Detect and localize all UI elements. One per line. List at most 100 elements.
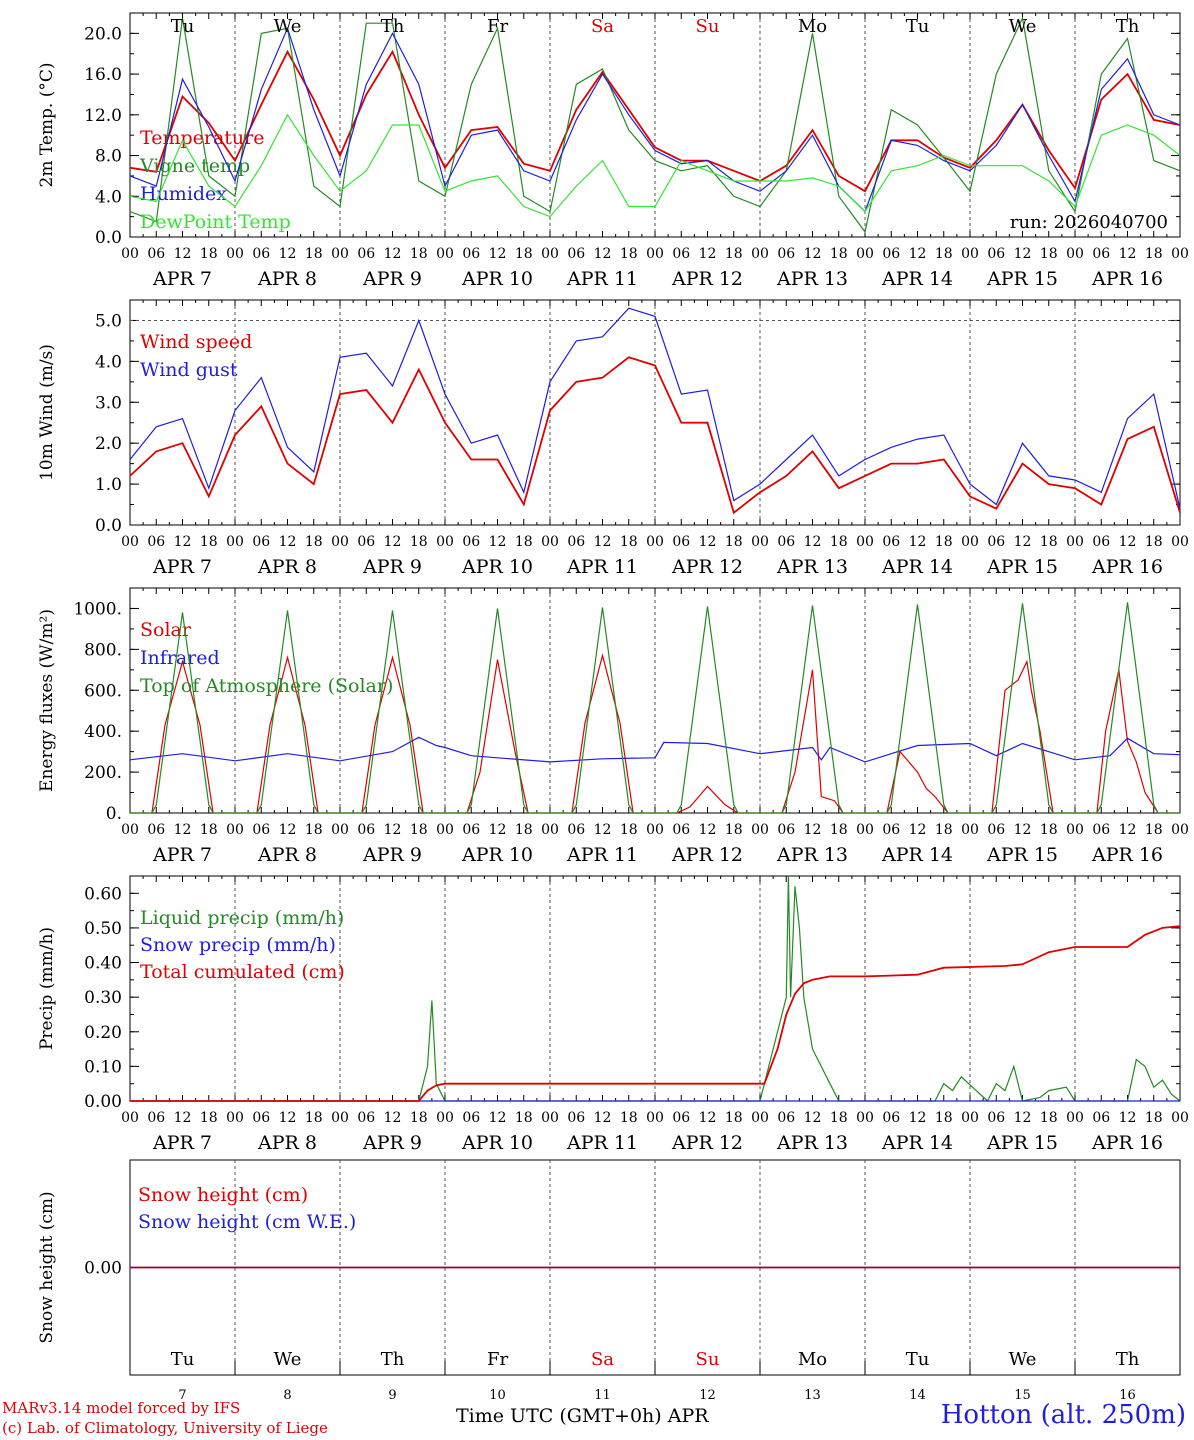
hour-tick-label: 12 [174, 534, 192, 550]
hour-tick-label: 00 [961, 246, 979, 262]
hour-tick-label: 06 [777, 822, 795, 838]
day-label: Th [381, 1349, 405, 1370]
date-label: APR 13 [776, 556, 848, 578]
date-label: APR 8 [257, 1132, 317, 1154]
hour-tick-label: 18 [305, 534, 323, 550]
legend-entry: Wind speed [140, 331, 252, 353]
day-label: Th [1116, 16, 1140, 37]
hour-tick-label: 00 [1171, 1110, 1189, 1126]
y-tick-label: 200. [84, 763, 122, 783]
hour-tick-label: 18 [620, 246, 638, 262]
model-credit: MARv3.14 model forced by IFS (c) Lab. of… [2, 1398, 328, 1438]
hour-tick-label: 18 [935, 246, 953, 262]
date-label: APR 13 [776, 1132, 848, 1154]
day-label: Tu [171, 1349, 195, 1370]
hour-tick-label: 06 [1092, 822, 1110, 838]
hour-tick-label: 12 [909, 822, 927, 838]
hour-tick-label: 12 [384, 534, 402, 550]
date-label: APR 9 [362, 1132, 422, 1154]
hour-tick-label: 00 [331, 534, 349, 550]
model-line-2: (c) Lab. of Climatology, University of L… [2, 1419, 328, 1437]
date-label: APR 11 [566, 1132, 638, 1154]
hour-tick-label: 12 [384, 1110, 402, 1126]
y-tick-label: 8.0 [95, 147, 122, 167]
date-label: APR 14 [881, 844, 953, 866]
day-label: Fr [487, 1349, 508, 1370]
day-number-label: 15 [1014, 1388, 1031, 1403]
hour-tick-label: 00 [646, 822, 664, 838]
date-label: APR 16 [1091, 1132, 1163, 1154]
date-label: APR 15 [986, 268, 1058, 290]
hour-tick-label: 18 [1145, 246, 1163, 262]
hour-tick-label: 06 [672, 246, 690, 262]
hour-tick-label: 18 [515, 534, 533, 550]
date-label: APR 11 [566, 844, 638, 866]
hour-tick-label: 06 [462, 534, 480, 550]
y-axis-label: 2m Temp. (°C) [37, 62, 57, 187]
y-tick-label: 16.0 [84, 65, 122, 85]
hour-tick-label: 00 [856, 246, 874, 262]
legend-entry: Humidex [140, 183, 227, 205]
hour-tick-label: 00 [121, 534, 139, 550]
hour-tick-label: 18 [830, 246, 848, 262]
y-tick-label: 0.20 [84, 1023, 122, 1043]
hour-tick-label: 18 [1040, 822, 1058, 838]
date-label: APR 15 [986, 1132, 1058, 1154]
day-label: Sa [591, 1349, 614, 1370]
date-label: APR 14 [881, 556, 953, 578]
day-number-label: 16 [1119, 1388, 1136, 1403]
hour-tick-label: 18 [200, 246, 218, 262]
hour-tick-label: 12 [1119, 246, 1137, 262]
hour-tick-label: 00 [121, 246, 139, 262]
hour-tick-label: 00 [856, 822, 874, 838]
hour-tick-label: 18 [935, 534, 953, 550]
series-line-vigne-temp [129, 16, 1181, 234]
hour-tick-label: 00 [436, 822, 454, 838]
date-label: APR 14 [881, 1132, 953, 1154]
hour-tick-label: 18 [620, 1110, 638, 1126]
hour-tick-label: 06 [567, 1110, 585, 1126]
day-number-label: 10 [489, 1388, 506, 1403]
legend-entry: Snow height (cm) [138, 1184, 308, 1206]
y-tick-label: 1000. [73, 599, 122, 619]
hour-tick-label: 12 [1119, 534, 1137, 550]
date-label: APR 11 [566, 268, 638, 290]
hour-tick-label: 18 [305, 822, 323, 838]
day-label: We [1009, 16, 1037, 37]
legend-entry: DewPoint Temp [140, 211, 291, 233]
hour-tick-label: 12 [489, 1110, 507, 1126]
date-label: APR 7 [152, 1132, 212, 1154]
hour-tick-label: 00 [541, 822, 559, 838]
series-line-wind-gust [129, 307, 1181, 509]
date-label: APR 10 [461, 556, 533, 578]
hour-tick-label: 18 [1040, 1110, 1058, 1126]
hour-tick-label: 18 [725, 822, 743, 838]
hour-tick-label: 00 [961, 822, 979, 838]
hour-tick-label: 06 [882, 822, 900, 838]
hour-tick-label: 00 [226, 1110, 244, 1126]
hour-tick-label: 12 [804, 534, 822, 550]
y-tick-label: 0.0 [95, 228, 122, 248]
hour-tick-label: 12 [594, 822, 612, 838]
station-label: Hotton (alt. 250m) [940, 1400, 1186, 1430]
hour-tick-label: 18 [935, 1110, 953, 1126]
date-label: APR 16 [1091, 268, 1163, 290]
date-label: APR 13 [776, 268, 848, 290]
hour-tick-label: 18 [725, 1110, 743, 1126]
legend-entry: Vigne temp [139, 155, 250, 177]
hour-tick-label: 00 [436, 1110, 454, 1126]
legend-entry: Liquid precip (mm/h) [140, 907, 344, 929]
date-label: APR 14 [881, 268, 953, 290]
day-label: Su [696, 16, 720, 37]
date-label: APR 7 [152, 844, 212, 866]
series-line-wind-speed [129, 356, 1181, 515]
y-tick-label: 0. [106, 804, 122, 824]
hour-tick-label: 06 [1092, 246, 1110, 262]
date-label: APR 9 [362, 556, 422, 578]
hour-tick-label: 12 [279, 822, 297, 838]
hour-tick-label: 06 [777, 246, 795, 262]
day-number-label: 14 [909, 1388, 926, 1403]
panel-frame [129, 12, 1181, 238]
y-tick-label: 0.40 [84, 954, 122, 974]
hour-tick-label: 06 [1092, 534, 1110, 550]
